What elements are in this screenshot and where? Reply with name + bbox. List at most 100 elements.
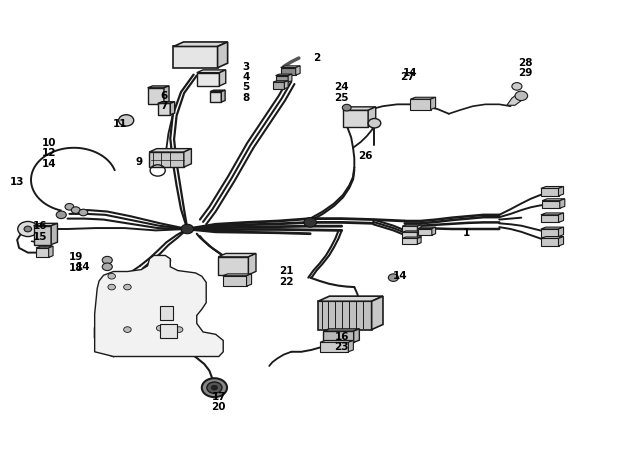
Polygon shape: [348, 341, 353, 352]
Polygon shape: [323, 329, 360, 331]
Polygon shape: [210, 90, 225, 92]
Circle shape: [123, 327, 131, 332]
Text: 9: 9: [135, 157, 142, 167]
Polygon shape: [173, 42, 228, 47]
Polygon shape: [149, 152, 184, 167]
Polygon shape: [218, 42, 228, 68]
Text: 3: 3: [242, 62, 249, 72]
Text: 16: 16: [33, 221, 47, 231]
Polygon shape: [210, 92, 222, 102]
Circle shape: [102, 256, 112, 264]
Polygon shape: [402, 238, 417, 244]
Text: 14: 14: [76, 262, 91, 272]
Polygon shape: [158, 102, 175, 104]
Polygon shape: [402, 237, 421, 238]
Text: 6: 6: [160, 91, 168, 101]
Text: 13: 13: [10, 177, 25, 187]
Polygon shape: [417, 231, 421, 238]
Polygon shape: [402, 232, 417, 238]
Text: 4: 4: [242, 72, 249, 82]
Text: 21: 21: [279, 266, 294, 276]
Circle shape: [102, 263, 112, 271]
Circle shape: [65, 203, 74, 210]
Circle shape: [79, 209, 88, 216]
Polygon shape: [158, 104, 170, 115]
Polygon shape: [541, 227, 563, 229]
Polygon shape: [410, 99, 430, 110]
Text: 28: 28: [518, 58, 533, 68]
Polygon shape: [558, 227, 563, 237]
Polygon shape: [368, 107, 376, 127]
Polygon shape: [323, 331, 354, 342]
Circle shape: [108, 274, 115, 279]
Text: 14: 14: [41, 159, 56, 169]
FancyBboxPatch shape: [160, 324, 177, 338]
Polygon shape: [246, 274, 251, 286]
Text: 29: 29: [518, 68, 533, 78]
Polygon shape: [560, 199, 565, 208]
Polygon shape: [318, 301, 372, 330]
Text: 7: 7: [160, 101, 168, 111]
Polygon shape: [34, 223, 58, 226]
Polygon shape: [320, 341, 353, 342]
Polygon shape: [417, 225, 421, 232]
Text: 20: 20: [211, 402, 226, 412]
Polygon shape: [275, 76, 288, 82]
Polygon shape: [275, 74, 292, 76]
Text: 22: 22: [279, 277, 294, 287]
Circle shape: [123, 284, 131, 290]
Text: 27: 27: [401, 72, 415, 82]
Polygon shape: [149, 149, 191, 152]
Circle shape: [202, 378, 227, 397]
Polygon shape: [402, 226, 417, 232]
Polygon shape: [197, 70, 226, 73]
Polygon shape: [164, 86, 169, 104]
Text: 5: 5: [242, 82, 249, 92]
Text: 14: 14: [392, 271, 407, 281]
Polygon shape: [541, 213, 563, 215]
Polygon shape: [248, 254, 256, 275]
Text: 12: 12: [41, 149, 56, 159]
Text: 11: 11: [113, 119, 127, 129]
Text: 8: 8: [242, 93, 249, 103]
Text: 19: 19: [68, 252, 83, 262]
Polygon shape: [320, 342, 348, 352]
Text: 24: 24: [334, 82, 349, 92]
Text: 23: 23: [334, 342, 349, 352]
Circle shape: [24, 226, 32, 232]
Circle shape: [108, 284, 115, 290]
Text: 1: 1: [463, 228, 470, 238]
Polygon shape: [280, 66, 300, 67]
Polygon shape: [36, 246, 53, 248]
Polygon shape: [558, 213, 563, 222]
Circle shape: [368, 118, 381, 128]
Polygon shape: [418, 227, 436, 228]
Text: 18: 18: [68, 263, 83, 273]
Polygon shape: [218, 257, 248, 275]
Polygon shape: [273, 82, 284, 89]
Polygon shape: [372, 296, 383, 330]
Polygon shape: [184, 149, 191, 167]
Polygon shape: [343, 107, 376, 110]
Text: 16: 16: [334, 332, 349, 342]
Text: 17: 17: [211, 392, 226, 402]
Text: 26: 26: [358, 151, 373, 162]
Polygon shape: [222, 90, 225, 102]
Polygon shape: [542, 200, 560, 208]
Polygon shape: [558, 237, 563, 246]
Polygon shape: [218, 254, 256, 257]
Text: 14: 14: [403, 68, 417, 78]
Circle shape: [18, 221, 38, 237]
Polygon shape: [402, 225, 421, 226]
Circle shape: [72, 207, 80, 213]
Circle shape: [156, 325, 164, 331]
Polygon shape: [34, 226, 51, 245]
Circle shape: [211, 385, 218, 390]
Polygon shape: [147, 88, 164, 104]
Polygon shape: [432, 227, 436, 235]
Polygon shape: [417, 237, 421, 244]
Polygon shape: [558, 187, 563, 196]
Polygon shape: [51, 223, 58, 245]
Circle shape: [181, 224, 194, 234]
Polygon shape: [418, 228, 432, 235]
